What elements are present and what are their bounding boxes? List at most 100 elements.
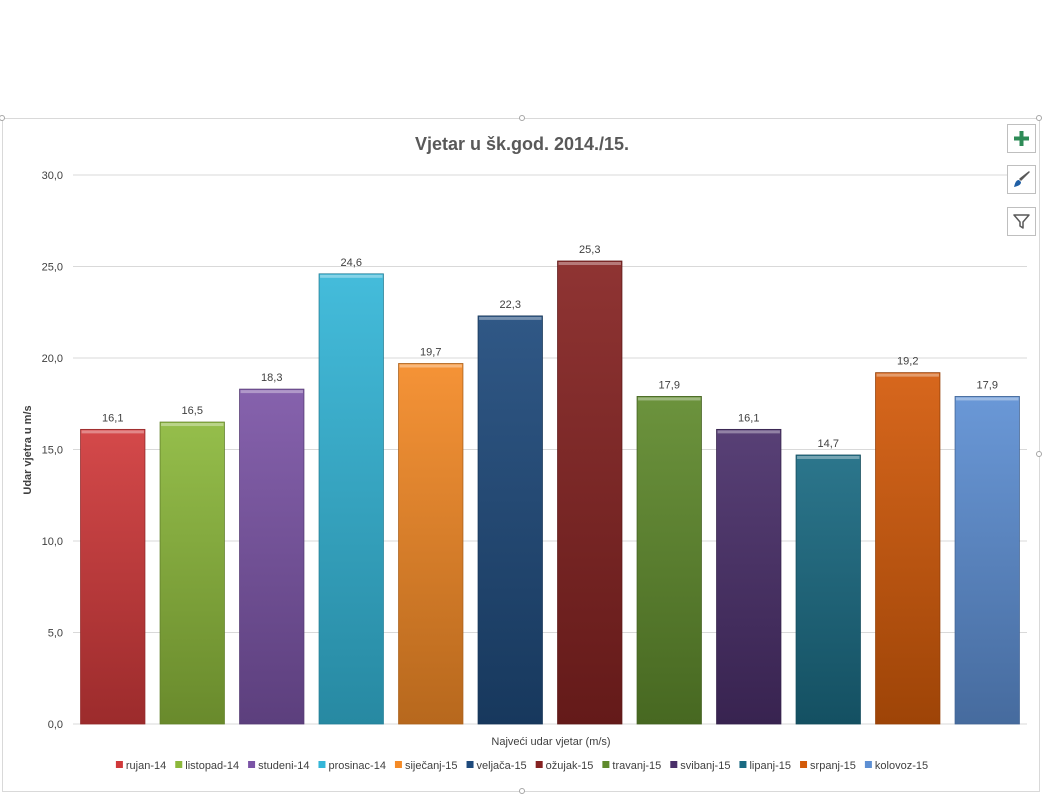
legend-swatch bbox=[394, 761, 402, 768]
legend-swatch bbox=[318, 761, 326, 768]
data-label: 17,9 bbox=[977, 379, 998, 391]
legend-swatch bbox=[466, 761, 474, 768]
legend-item-srpanj-15: srpanj-15 bbox=[800, 760, 856, 772]
data-label: 24,6 bbox=[341, 257, 362, 269]
legend-swatch bbox=[535, 761, 543, 768]
resize-handle-top-right[interactable] bbox=[1036, 115, 1042, 121]
bar-highlight bbox=[876, 373, 939, 377]
bar-highlight bbox=[797, 455, 860, 459]
legend-label: rujan-14 bbox=[126, 760, 166, 772]
legend-label: siječanj-15 bbox=[405, 760, 458, 772]
legend-item-travanj-15: travanj-15 bbox=[602, 760, 661, 772]
resize-handle-bottom[interactable] bbox=[519, 788, 525, 794]
data-label: 18,3 bbox=[261, 372, 282, 384]
resize-handle-right[interactable] bbox=[1036, 451, 1042, 457]
plus-icon bbox=[1014, 131, 1029, 146]
bar-lipanj-15 bbox=[795, 454, 861, 725]
resize-handle-top[interactable] bbox=[519, 115, 525, 121]
data-label: 16,1 bbox=[738, 412, 759, 424]
bar-highlight bbox=[399, 364, 462, 368]
bar-highlight bbox=[161, 423, 224, 427]
legend: rujan-14 listopad-14 studeni-14 prosinac-14… bbox=[115, 760, 928, 772]
legend-item-lipanj-15: lipanj-15 bbox=[739, 760, 791, 772]
bar-svibanj-15 bbox=[716, 428, 782, 725]
legend-swatch bbox=[175, 761, 183, 768]
y-tick-label: 30,0 bbox=[42, 170, 63, 182]
bar-travanj-15 bbox=[636, 396, 702, 725]
y-tick-label: 10,0 bbox=[42, 536, 63, 548]
chart-filters-button[interactable] bbox=[1007, 207, 1036, 236]
legend-item-siječanj-15: siječanj-15 bbox=[394, 760, 458, 772]
bar-highlight bbox=[717, 430, 780, 434]
bar-veljača-15 bbox=[477, 315, 543, 725]
legend-item-ožujak-15: ožujak-15 bbox=[535, 760, 594, 772]
data-label: 19,2 bbox=[897, 356, 918, 368]
legend-swatch bbox=[670, 761, 678, 768]
chart-elements-button[interactable] bbox=[1007, 124, 1036, 153]
bar-prosinac-14 bbox=[318, 273, 384, 725]
bar-highlight bbox=[240, 390, 303, 394]
data-label: 16,1 bbox=[102, 412, 123, 424]
bar-highlight bbox=[638, 397, 701, 401]
bar-siječanj-15 bbox=[398, 363, 464, 725]
legend-swatch bbox=[115, 761, 123, 768]
bar-rujan-14 bbox=[80, 428, 146, 725]
legend-item-prosinac-14: prosinac-14 bbox=[318, 760, 386, 772]
legend-label: svibanj-15 bbox=[680, 760, 730, 772]
chart-styles-button[interactable] bbox=[1007, 165, 1036, 194]
resize-handle-top-left[interactable] bbox=[0, 115, 5, 121]
data-label: 17,9 bbox=[659, 379, 680, 391]
legend-item-svibanj-15: svibanj-15 bbox=[670, 760, 730, 772]
legend-swatch bbox=[248, 761, 256, 768]
legend-item-veljača-15: veljača-15 bbox=[466, 760, 527, 772]
data-label: 19,7 bbox=[420, 346, 441, 358]
y-tick-label: 15,0 bbox=[42, 445, 63, 457]
bars bbox=[80, 260, 1020, 725]
legend-label: lipanj-15 bbox=[749, 760, 791, 772]
legend-swatch bbox=[602, 761, 610, 768]
legend-label: prosinac-14 bbox=[328, 760, 385, 772]
bar-highlight bbox=[956, 397, 1019, 401]
y-axis-ticks: 0,0 5,0 10,0 15,0 20,0 25,0 30,0 bbox=[42, 170, 63, 731]
bar-highlight bbox=[558, 262, 621, 266]
bar-ožujak-15 bbox=[557, 260, 623, 725]
data-label: 25,3 bbox=[579, 244, 600, 256]
bar-highlight bbox=[320, 274, 383, 278]
data-labels: 16,1 16,5 18,3 24,6 19,7 22,3 25,3 17,9 16,1 14,7… bbox=[102, 244, 998, 450]
gridlines bbox=[73, 174, 1027, 725]
legend-swatch bbox=[739, 761, 747, 768]
filter-icon bbox=[1013, 214, 1030, 229]
bar-studeni-14 bbox=[239, 388, 305, 725]
legend-label: listopad-14 bbox=[185, 760, 239, 772]
legend-label: studeni-14 bbox=[258, 760, 309, 772]
y-tick-label: 5,0 bbox=[48, 628, 63, 640]
y-axis-title: Udar vjetra u m/s bbox=[22, 405, 34, 494]
bar-highlight bbox=[81, 430, 144, 434]
data-label: 14,7 bbox=[818, 438, 839, 450]
x-axis-title: Najveći udar vjetar (m/s) bbox=[491, 736, 610, 748]
y-tick-label: 25,0 bbox=[42, 262, 63, 274]
chart-area[interactable]: Vjetar u šk.god. 2014./15. 0,0 5,0 10,0 15,… bbox=[0, 115, 1042, 794]
bar-chart: Vjetar u šk.god. 2014./15. 0,0 5,0 10,0 15,… bbox=[22, 134, 1027, 772]
legend-label: veljača-15 bbox=[477, 760, 527, 772]
bar-kolovoz-15 bbox=[954, 396, 1020, 725]
legend-label: travanj-15 bbox=[612, 760, 661, 772]
y-tick-label: 0,0 bbox=[48, 719, 63, 731]
legend-item-kolovoz-15: kolovoz-15 bbox=[864, 760, 928, 772]
legend-label: kolovoz-15 bbox=[875, 760, 928, 772]
bar-listopad-14 bbox=[159, 421, 225, 725]
bar-srpanj-15 bbox=[875, 372, 941, 725]
data-label: 22,3 bbox=[500, 299, 521, 311]
legend-label: ožujak-15 bbox=[546, 760, 594, 772]
legend-label: srpanj-15 bbox=[810, 760, 856, 772]
legend-swatch bbox=[800, 761, 808, 768]
legend-item-listopad-14: listopad-14 bbox=[175, 760, 239, 772]
paintbrush-icon bbox=[1014, 171, 1030, 187]
legend-item-rujan-14: rujan-14 bbox=[115, 760, 166, 772]
y-tick-label: 20,0 bbox=[42, 353, 63, 365]
bar-highlight bbox=[479, 316, 542, 320]
data-label: 16,5 bbox=[182, 405, 203, 417]
chart-title: Vjetar u šk.god. 2014./15. bbox=[415, 134, 629, 154]
legend-item-studeni-14: studeni-14 bbox=[248, 760, 309, 772]
legend-swatch bbox=[864, 761, 872, 768]
